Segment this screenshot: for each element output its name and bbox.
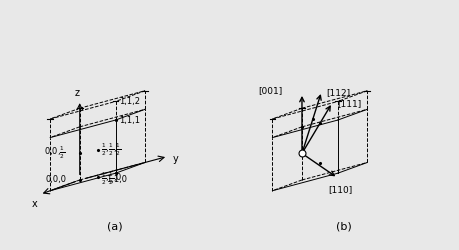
Text: 1,1,1: 1,1,1: [119, 115, 140, 124]
Text: $\frac{1}{2}$,$\frac{1}{2}$,0: $\frac{1}{2}$,$\frac{1}{2}$,0: [101, 170, 123, 186]
Text: $\frac{1}{2}$,$\frac{1}{2}$,$\frac{1}{2}$: $\frac{1}{2}$,$\frac{1}{2}$,$\frac{1}{2}…: [101, 142, 122, 158]
Text: 1,1,2: 1,1,2: [119, 96, 140, 105]
Text: z: z: [75, 87, 80, 97]
Text: y: y: [173, 153, 179, 163]
Text: x: x: [32, 198, 38, 208]
Text: (a): (a): [107, 221, 123, 231]
Text: 0,0,0: 0,0,0: [45, 174, 67, 184]
Text: [001]: [001]: [258, 86, 283, 95]
Text: [110]: [110]: [328, 184, 353, 193]
Text: 0,0,$\frac{1}{2}$: 0,0,$\frac{1}{2}$: [44, 144, 65, 161]
Text: (b): (b): [336, 221, 352, 231]
Text: 1,1,0: 1,1,0: [106, 174, 127, 183]
Text: [111]: [111]: [337, 98, 362, 108]
Text: [112]: [112]: [326, 87, 351, 96]
